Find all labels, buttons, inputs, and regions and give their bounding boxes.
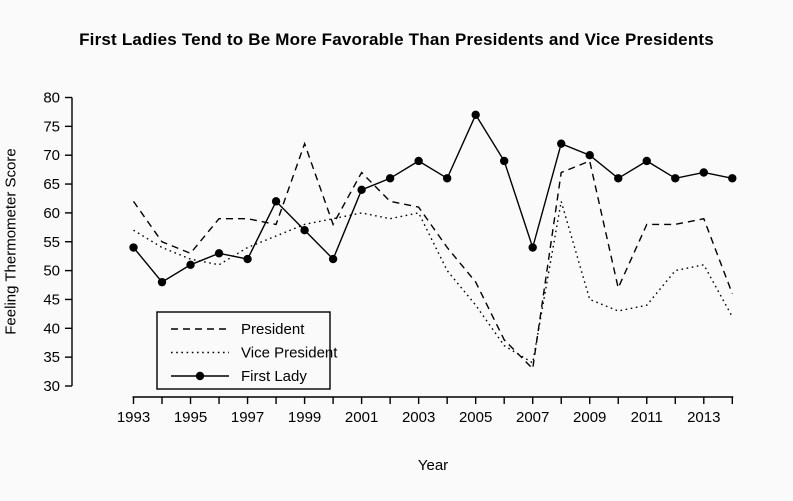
y-axis-title: Feeling Thermometer Score bbox=[2, 148, 20, 335]
legend-point-sample bbox=[195, 371, 205, 381]
legend-label: President bbox=[241, 321, 305, 338]
data-point-first-lady bbox=[671, 174, 680, 183]
x-axis-tick-label: 2001 bbox=[345, 409, 378, 426]
x-axis-tick-label: 2003 bbox=[402, 409, 435, 426]
y-axis-tick-label: 45 bbox=[43, 291, 60, 308]
data-point-first-lady bbox=[728, 174, 737, 183]
x-axis-tick-label: 2009 bbox=[573, 409, 606, 426]
x-axis-tick-label: 1995 bbox=[174, 409, 207, 426]
y-axis-tick-label: 55 bbox=[43, 234, 60, 251]
x-axis-tick-label: 1993 bbox=[117, 409, 150, 426]
x-axis-tick-label: 1999 bbox=[288, 409, 321, 426]
data-point-first-lady bbox=[186, 260, 195, 270]
data-point-first-lady bbox=[129, 243, 138, 252]
y-axis-tick-label: 30 bbox=[43, 378, 60, 395]
data-point-first-lady bbox=[414, 156, 423, 166]
data-point-first-lady bbox=[471, 110, 480, 120]
x-axis-tick-label: 2007 bbox=[516, 409, 549, 426]
y-axis-tick-label: 80 bbox=[43, 90, 60, 107]
data-point-first-lady bbox=[499, 156, 509, 166]
x-axis-tick-label: 2013 bbox=[687, 409, 720, 426]
data-point-first-lady bbox=[214, 249, 224, 258]
data-point-first-lady bbox=[585, 151, 594, 160]
y-axis-tick-label: 35 bbox=[43, 349, 60, 366]
legend-label: First Lady bbox=[241, 368, 307, 385]
data-point-first-lady bbox=[385, 174, 395, 183]
data-point-first-lady bbox=[642, 156, 651, 166]
data-point-first-lady bbox=[157, 277, 167, 287]
data-point-first-lady bbox=[243, 254, 252, 264]
y-axis-tick-label: 60 bbox=[43, 205, 60, 222]
data-point-first-lady bbox=[442, 174, 452, 183]
y-axis-tick-label: 65 bbox=[43, 176, 60, 193]
x-axis-title: Year bbox=[417, 457, 449, 474]
series-line-first-lady bbox=[132, 113, 733, 284]
data-point-first-lady bbox=[300, 226, 309, 235]
data-point-first-lady bbox=[614, 174, 623, 183]
data-point-first-lady bbox=[557, 139, 566, 148]
data-point-first-lady bbox=[328, 254, 338, 264]
data-point-first-lady bbox=[699, 168, 708, 177]
x-axis-tick-label: 2005 bbox=[459, 409, 492, 426]
x-axis-tick-label: 1997 bbox=[231, 409, 264, 426]
y-axis-tick-label: 70 bbox=[43, 147, 60, 164]
data-point-first-lady bbox=[357, 185, 366, 195]
y-axis-tick-label: 75 bbox=[43, 118, 60, 135]
y-axis-tick-label: 50 bbox=[43, 263, 60, 280]
chart-title: First Ladies Tend to Be More Favorable T… bbox=[79, 30, 714, 49]
series-line-president bbox=[132, 141, 733, 371]
data-point-first-lady bbox=[528, 243, 537, 252]
x-axis-tick-label: 2011 bbox=[631, 409, 663, 426]
legend-label: Vice President bbox=[241, 345, 338, 362]
data-point-first-lady bbox=[271, 197, 281, 206]
y-axis-tick-label: 40 bbox=[43, 320, 60, 337]
